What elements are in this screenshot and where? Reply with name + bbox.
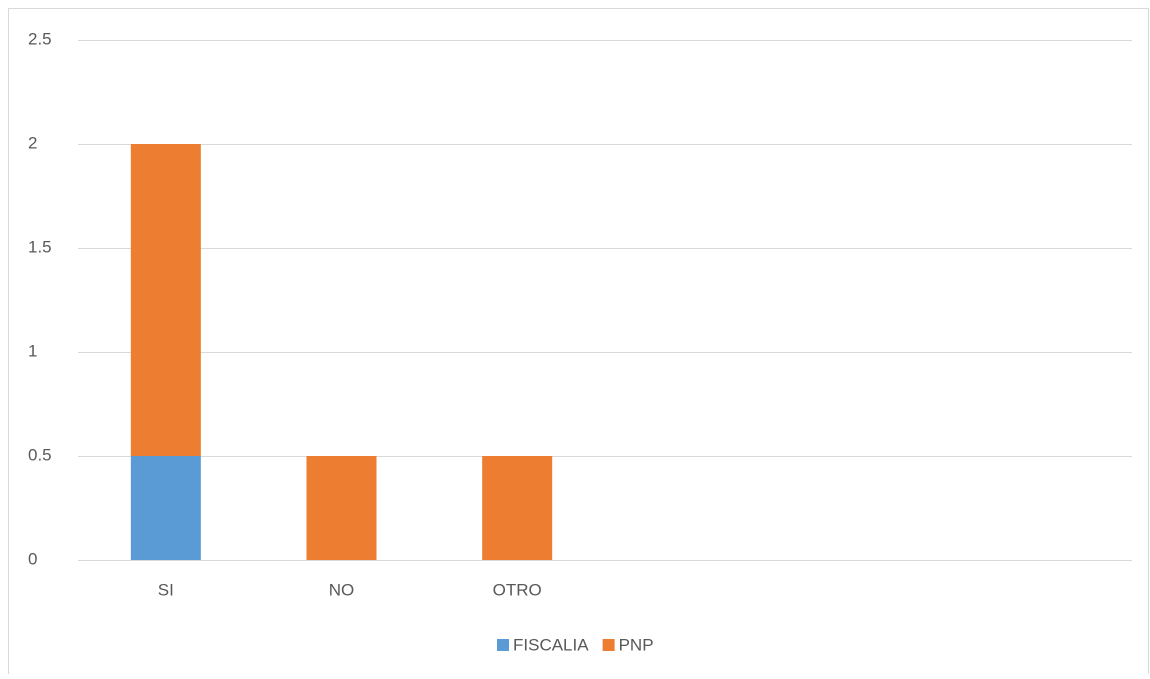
y-tick-label: 1	[28, 341, 37, 360]
y-tick-label: 2.5	[28, 29, 52, 48]
bar-segment	[130, 456, 201, 560]
legend-swatch	[497, 639, 509, 651]
x-tick-label: OTRO	[493, 580, 542, 599]
legend-swatch	[602, 639, 615, 651]
y-tick-label: 0.5	[28, 445, 52, 464]
x-tick-label: SI	[158, 580, 174, 599]
x-tick-label: NO	[329, 580, 355, 599]
bar-segment	[306, 456, 377, 560]
y-tick-label: 1.5	[28, 237, 52, 256]
bar-segment	[130, 144, 201, 456]
y-tick-label: 2	[28, 133, 37, 152]
y-tick-label: 0	[28, 549, 37, 568]
legend-label: FISCALIA	[513, 635, 589, 654]
bar-segment	[482, 456, 553, 560]
legend-label: PNP	[619, 635, 654, 654]
